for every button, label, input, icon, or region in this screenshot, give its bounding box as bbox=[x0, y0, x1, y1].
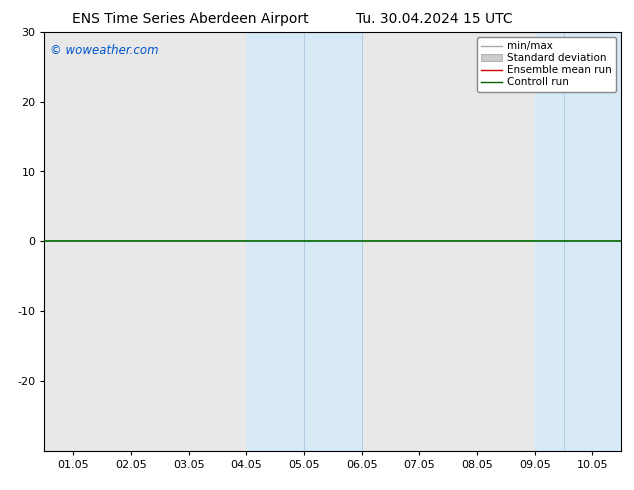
Legend: min/max, Standard deviation, Ensemble mean run, Controll run: min/max, Standard deviation, Ensemble me… bbox=[477, 37, 616, 92]
Bar bbox=[564, 32, 621, 451]
Bar bbox=[246, 32, 304, 451]
Text: ENS Time Series Aberdeen Airport: ENS Time Series Aberdeen Airport bbox=[72, 12, 309, 26]
Text: © woweather.com: © woweather.com bbox=[50, 45, 158, 57]
Bar bbox=[304, 32, 361, 451]
Bar bbox=[534, 32, 564, 451]
Text: Tu. 30.04.2024 15 UTC: Tu. 30.04.2024 15 UTC bbox=[356, 12, 513, 26]
